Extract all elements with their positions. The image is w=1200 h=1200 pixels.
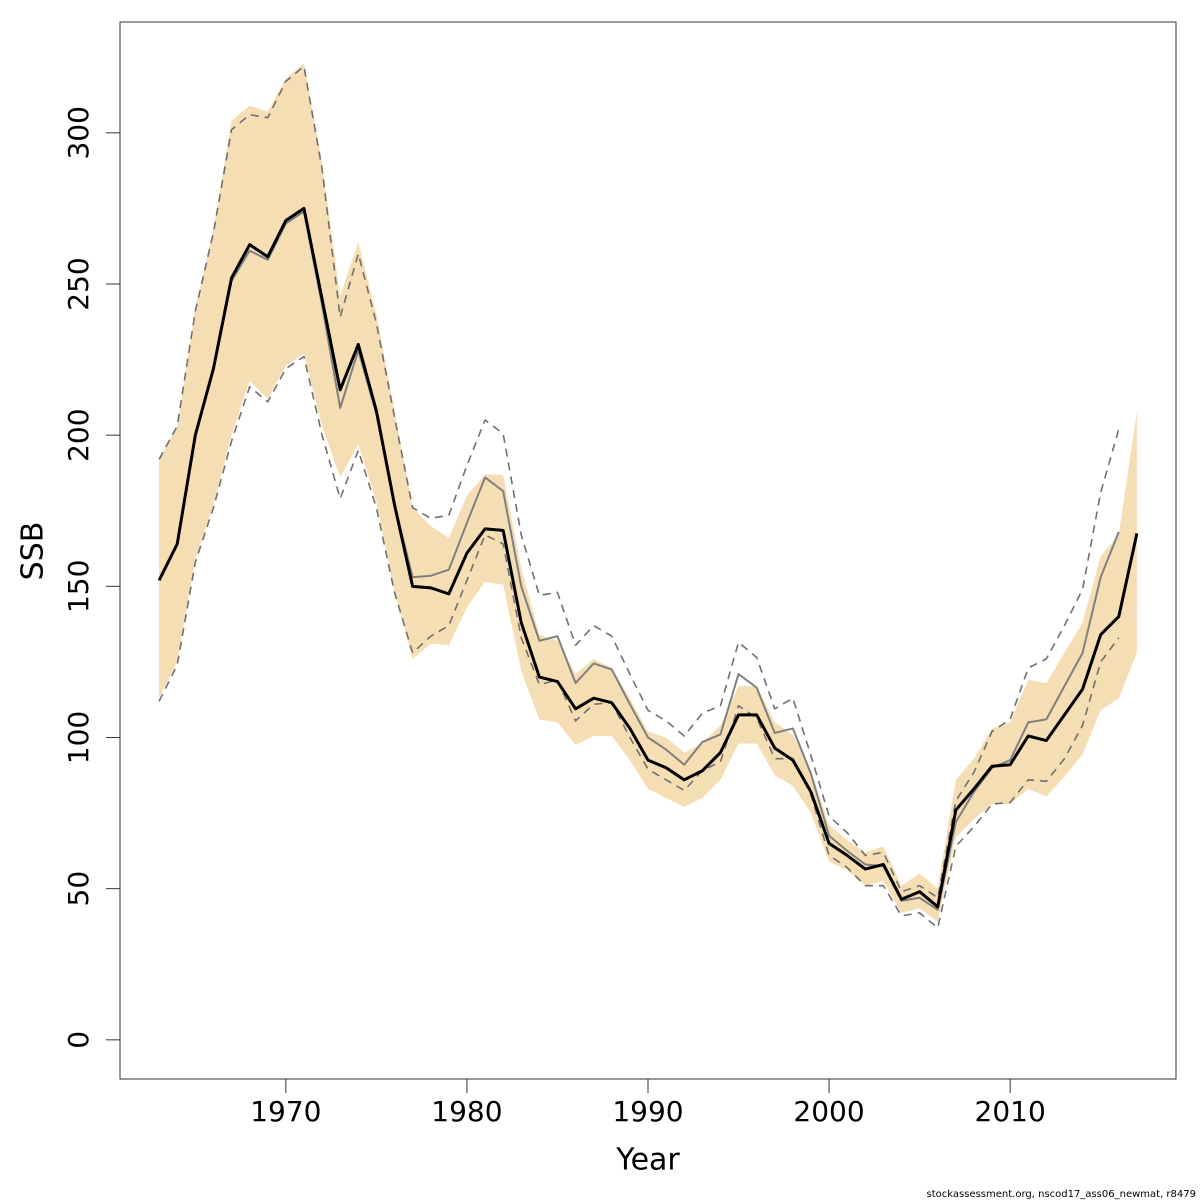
confidence-band	[159, 63, 1137, 922]
y-tick-label: 200	[62, 408, 95, 461]
y-tick-label: 250	[62, 257, 95, 310]
series-line	[158, 65, 1120, 899]
x-tick-label: 1970	[250, 1095, 321, 1128]
x-tick-label: 1990	[612, 1095, 683, 1128]
series-line	[157, 206, 1139, 909]
series-line	[158, 355, 1120, 929]
x-axis-title: Year	[615, 1143, 680, 1178]
y-tick-label: 300	[62, 106, 95, 159]
x-tick-label: 2000	[793, 1095, 864, 1128]
y-tick-label: 100	[62, 711, 95, 764]
x-tick-label: 1980	[431, 1095, 502, 1128]
x-tick-label: 2010	[975, 1095, 1046, 1128]
y-tick-label: 0	[62, 1031, 95, 1049]
footnote: stockassessment.org, nscod17_ass06_newma…	[927, 1189, 1196, 1200]
y-tick-label: 50	[62, 871, 95, 907]
y-tick-label: 150	[62, 560, 95, 613]
y-axis-title: SSB	[16, 522, 51, 581]
